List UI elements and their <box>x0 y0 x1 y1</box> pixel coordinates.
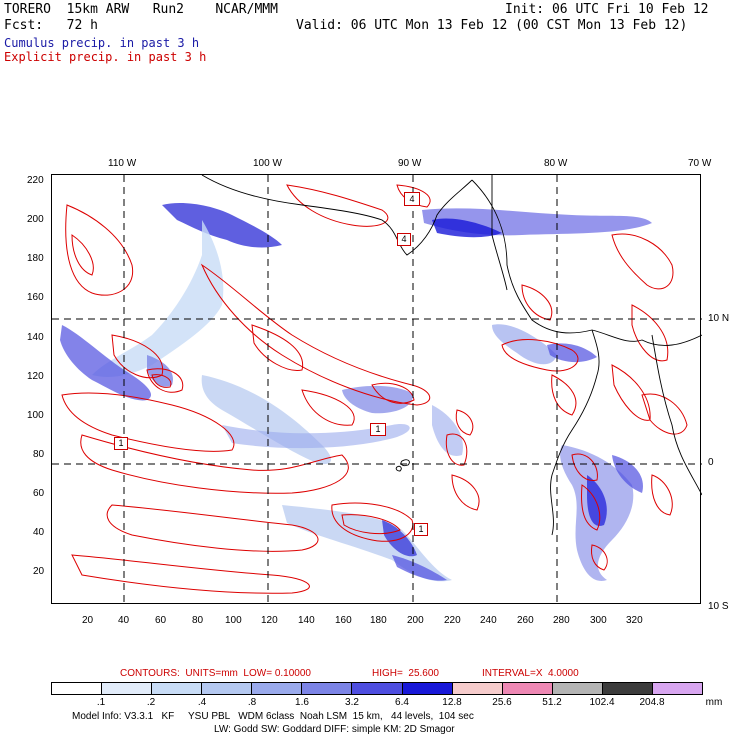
colorbar-label: 204.8 <box>639 697 665 708</box>
contour-box-label: 1 <box>370 423 386 436</box>
colorbar-segment <box>452 683 503 694</box>
x-tick: 140 <box>298 615 315 626</box>
cumulus-precip <box>60 203 652 582</box>
x-tick: 20 <box>82 615 94 626</box>
contours-high: HIGH= 25.600 <box>372 668 439 679</box>
y-tick: 140 <box>27 332 44 343</box>
colorbar-unit: mm <box>705 697 723 708</box>
x-tick: 200 <box>407 615 424 626</box>
colorbar-label: .8 <box>247 697 257 708</box>
contour-box-label: 1 <box>114 437 128 450</box>
x-tick: 180 <box>370 615 387 626</box>
y-tick: 40 <box>33 527 45 538</box>
precip-map: 4 4 1 1 1 <box>51 174 702 605</box>
y-tick: 80 <box>33 449 45 460</box>
colorbar-segment <box>252 683 303 694</box>
colorbar-segment <box>652 683 703 694</box>
colorbar-segment <box>152 683 203 694</box>
y-tick: 200 <box>27 214 44 225</box>
x-tick: 240 <box>480 615 497 626</box>
valid-time: Valid: 06 UTC Mon 13 Feb 12 (00 CST Mon … <box>296 18 688 33</box>
lat-label: 0 <box>708 457 714 468</box>
colorbar-label: .2 <box>146 697 156 708</box>
precip-colorbar <box>51 682 703 695</box>
colorbar-label: 6.4 <box>395 697 409 708</box>
x-tick: 80 <box>192 615 204 626</box>
contour-box-label: 1 <box>414 523 428 536</box>
x-tick: 300 <box>590 615 607 626</box>
lat-label: 10 S <box>708 601 729 612</box>
x-tick: 320 <box>626 615 643 626</box>
legend-cumulus: Cumulus precip. in past 3 h <box>4 36 200 50</box>
colorbar-segment <box>102 683 153 694</box>
colorbar-segment <box>52 683 103 694</box>
x-tick: 100 <box>225 615 242 626</box>
y-tick: 180 <box>27 253 44 264</box>
contours-interval: INTERVAL=X 4.0000 <box>482 668 579 679</box>
model-title: TORERO 15km ARW Run2 NCAR/MMM <box>4 2 278 17</box>
y-tick: 220 <box>27 175 44 186</box>
x-tick: 220 <box>444 615 461 626</box>
colorbar-label: 3.2 <box>345 697 359 708</box>
coastlines <box>201 175 702 536</box>
colorbar-label: 51.2 <box>542 697 562 708</box>
colorbar-segment <box>202 683 253 694</box>
map-canvas <box>52 175 702 605</box>
colorbar-segment <box>602 683 653 694</box>
lon-label: 100 W <box>253 158 282 169</box>
contours-info: CONTOURS: UNITS=mm LOW= 0.10000 <box>120 668 311 679</box>
x-tick: 40 <box>118 615 130 626</box>
x-tick: 260 <box>517 615 534 626</box>
physics-info: LW: Godd SW: Goddard DIFF: simple KM: 2D… <box>214 724 455 735</box>
colorbar-label: 12.8 <box>442 697 462 708</box>
lon-label: 70 W <box>688 158 712 169</box>
latlon-grid <box>52 175 702 605</box>
colorbar-label: 25.6 <box>492 697 512 708</box>
colorbar-label: .1 <box>96 697 106 708</box>
x-tick: 60 <box>155 615 167 626</box>
lon-label: 110 W <box>108 158 137 169</box>
colorbar-label: .4 <box>197 697 207 708</box>
colorbar-segment <box>552 683 603 694</box>
colorbar-segment <box>402 683 453 694</box>
forecast-hour: Fcst: 72 h <box>4 18 98 33</box>
y-tick: 60 <box>33 488 45 499</box>
colorbar-label: 102.4 <box>589 697 615 708</box>
lon-label: 90 W <box>398 158 422 169</box>
y-tick: 100 <box>27 410 44 421</box>
model-info: Model Info: V3.3.1 KF YSU PBL WDM 6class… <box>72 711 474 722</box>
y-tick: 120 <box>27 371 44 382</box>
x-tick: 160 <box>335 615 352 626</box>
colorbar-segment <box>502 683 553 694</box>
lat-label: 10 N <box>708 313 730 324</box>
colorbar-label: 1.6 <box>295 697 309 708</box>
y-tick: 160 <box>27 292 44 303</box>
y-tick: 20 <box>33 566 45 577</box>
lon-label: 80 W <box>544 158 568 169</box>
contour-box-label: 4 <box>397 233 411 246</box>
colorbar-segment <box>302 683 353 694</box>
x-tick: 120 <box>261 615 278 626</box>
contour-box-label: 4 <box>404 192 420 206</box>
x-tick: 280 <box>553 615 570 626</box>
legend-explicit: Explicit precip. in past 3 h <box>4 50 207 64</box>
init-time: Init: 06 UTC Fri 10 Feb 12 <box>505 2 709 17</box>
colorbar-segment <box>352 683 403 694</box>
